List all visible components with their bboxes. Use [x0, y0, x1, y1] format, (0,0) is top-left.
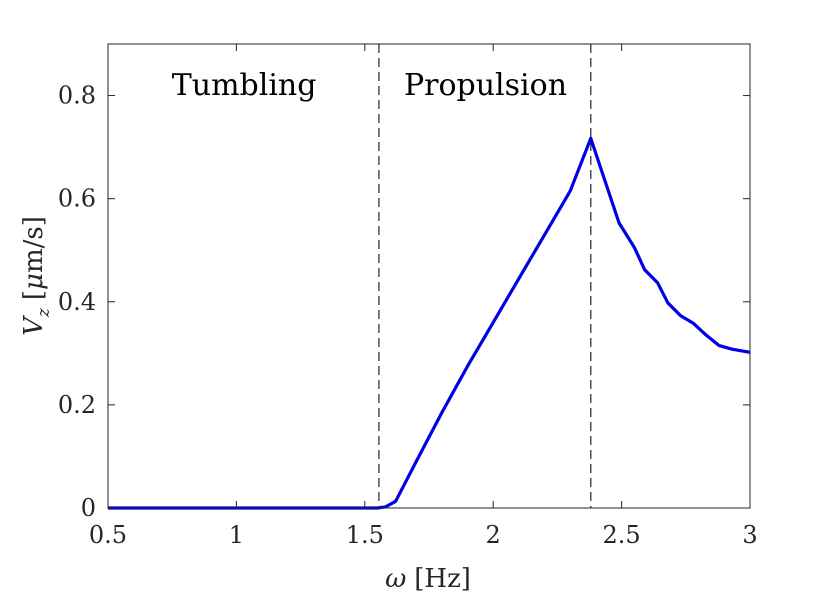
plot-area: [108, 44, 750, 508]
y-tick-label: 0.8: [58, 82, 96, 110]
x-tick-label: 2: [486, 521, 501, 549]
x-tick-label: 1.5: [346, 521, 384, 549]
plot-background: [108, 44, 750, 508]
axes-box: [107, 43, 751, 509]
y-axis-unit-open: [: [19, 290, 49, 300]
y-axis-label: Vz [μm/s]: [19, 216, 54, 336]
axes-frame: [107, 43, 751, 509]
x-axis-label: ω [Hz]: [385, 564, 471, 594]
x-axis-unit: [Hz]: [414, 564, 471, 594]
ticks: 0.5 1 1.5 2 2.5 3 0 0.2 0.4 0.6 0.8: [58, 44, 758, 549]
y-tick-label: 0.4: [58, 288, 96, 316]
annotations: Tumbling Propulsion: [172, 68, 567, 103]
x-axis-symbol: ω: [385, 564, 406, 594]
y-tick-label: 0.2: [58, 391, 96, 419]
x-tick-label: 2.5: [603, 521, 641, 549]
y-axis-symbol: V: [19, 315, 49, 336]
phase-boundaries: [378, 44, 592, 508]
y-axis-unit-rest: m/s]: [19, 216, 49, 273]
y-axis-subscript: z: [34, 307, 54, 318]
x-tick-label: 1: [229, 521, 244, 549]
x-tick-label: 0.5: [89, 521, 127, 549]
series-line-1: [108, 136, 751, 510]
region-label-1: Tumbling: [172, 68, 317, 103]
y-tick-label: 0: [81, 494, 96, 522]
y-tick-label: 0.6: [58, 185, 96, 213]
series-group: [108, 136, 751, 510]
x-tick-label: 3: [742, 521, 757, 549]
region-label-2: Propulsion: [404, 68, 567, 103]
y-axis-unit-mu: μ: [19, 273, 49, 290]
